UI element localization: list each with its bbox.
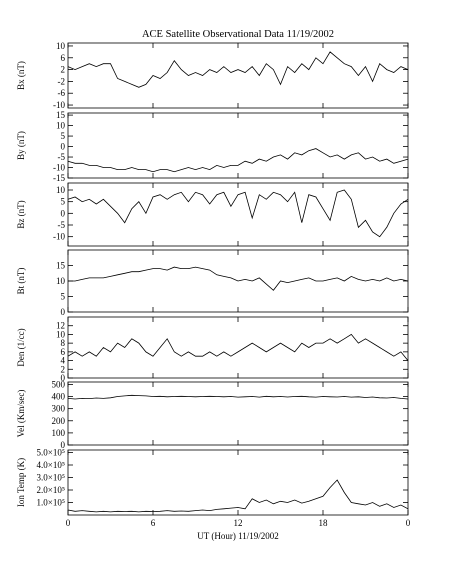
y-tick-label: 8 <box>61 338 66 348</box>
data-line <box>68 266 409 291</box>
y-tick-label: 5.0×10⁵ <box>37 448 65 458</box>
data-line <box>67 479 409 513</box>
y-tick-label: 0 <box>61 208 66 218</box>
panel-frame <box>67 381 409 446</box>
y-tick-label: -5 <box>58 152 66 162</box>
y-tick-label: 4 <box>61 356 66 366</box>
y-tick-label: 6 <box>61 53 66 63</box>
data-line <box>67 148 409 173</box>
panel-frame <box>67 449 409 516</box>
y-tick-label: 100 <box>52 428 66 438</box>
y-tick-label: -10 <box>53 163 65 173</box>
y-tick-label: 15 <box>56 261 66 271</box>
y-tick-label: 0 <box>61 373 66 383</box>
y-tick-label: -15 <box>53 173 65 183</box>
y-tick-label: 0 <box>61 142 66 152</box>
y-tick-label: -10 <box>53 100 65 110</box>
y-tick-label: -10 <box>53 232 65 242</box>
y-axis-label: Bt (nT) <box>16 268 26 295</box>
y-axis-label: Ion Temp (K) <box>16 458 26 507</box>
y-tick-label: 10 <box>56 41 66 51</box>
x-tick-label: 12 <box>234 518 243 528</box>
y-tick-label: 12 <box>56 321 65 331</box>
y-tick-label: 1.0×10⁵ <box>37 498 65 508</box>
y-tick-label: 5 <box>61 131 66 141</box>
x-axis-label: UT (Hour) 11/19/2002 <box>197 531 279 541</box>
y-tick-label: 5 <box>61 292 66 302</box>
y-tick-label: 6 <box>61 347 66 357</box>
y-tick-label: -2 <box>58 76 66 86</box>
y-tick-label: 300 <box>52 404 66 414</box>
y-tick-label: 500 <box>52 379 66 389</box>
y-tick-label: 10 <box>56 329 66 339</box>
panel-frame <box>67 316 409 379</box>
y-axis-label: Den (1/cc) <box>16 328 26 366</box>
y-tick-label: 2 <box>61 364 66 374</box>
y-tick-label: -5 <box>58 220 66 230</box>
data-line <box>67 394 409 400</box>
y-tick-label: 10 <box>56 185 66 195</box>
y-axis-label: By (nT) <box>16 131 26 160</box>
y-tick-label: 0 <box>61 440 66 450</box>
y-axis-label: Bz (nT) <box>16 200 26 228</box>
x-tick-label: 0 <box>406 518 411 528</box>
x-tick-label: 6 <box>151 518 156 528</box>
y-tick-label: 0 <box>61 307 66 317</box>
y-tick-label: 200 <box>52 416 66 426</box>
y-axis-label: Bx (nT) <box>16 61 26 90</box>
data-line <box>67 333 409 361</box>
y-tick-label: 400 <box>52 392 66 402</box>
y-tick-label: 5 <box>61 197 66 207</box>
y-tick-label: -6 <box>58 88 66 98</box>
y-tick-label: 4.0×10⁵ <box>37 460 65 470</box>
y-tick-label: 10 <box>56 276 66 286</box>
x-tick-label: 18 <box>319 518 329 528</box>
data-line <box>67 51 409 88</box>
y-tick-label: 2 <box>61 65 66 75</box>
panel-frame <box>67 112 409 179</box>
y-tick-label: 10 <box>56 121 66 131</box>
y-tick-label: 15 <box>56 110 66 120</box>
x-tick-label: 0 <box>66 518 71 528</box>
y-axis-label: Vel (Km/sec) <box>16 390 26 438</box>
chart-title: ACE Satellite Observational Data 11/19/2… <box>142 29 334 40</box>
panel-frame <box>67 42 409 109</box>
y-tick-label: 3.0×10⁵ <box>37 473 65 483</box>
y-tick-label: 2.0×10⁵ <box>37 485 65 495</box>
data-line <box>67 189 409 238</box>
